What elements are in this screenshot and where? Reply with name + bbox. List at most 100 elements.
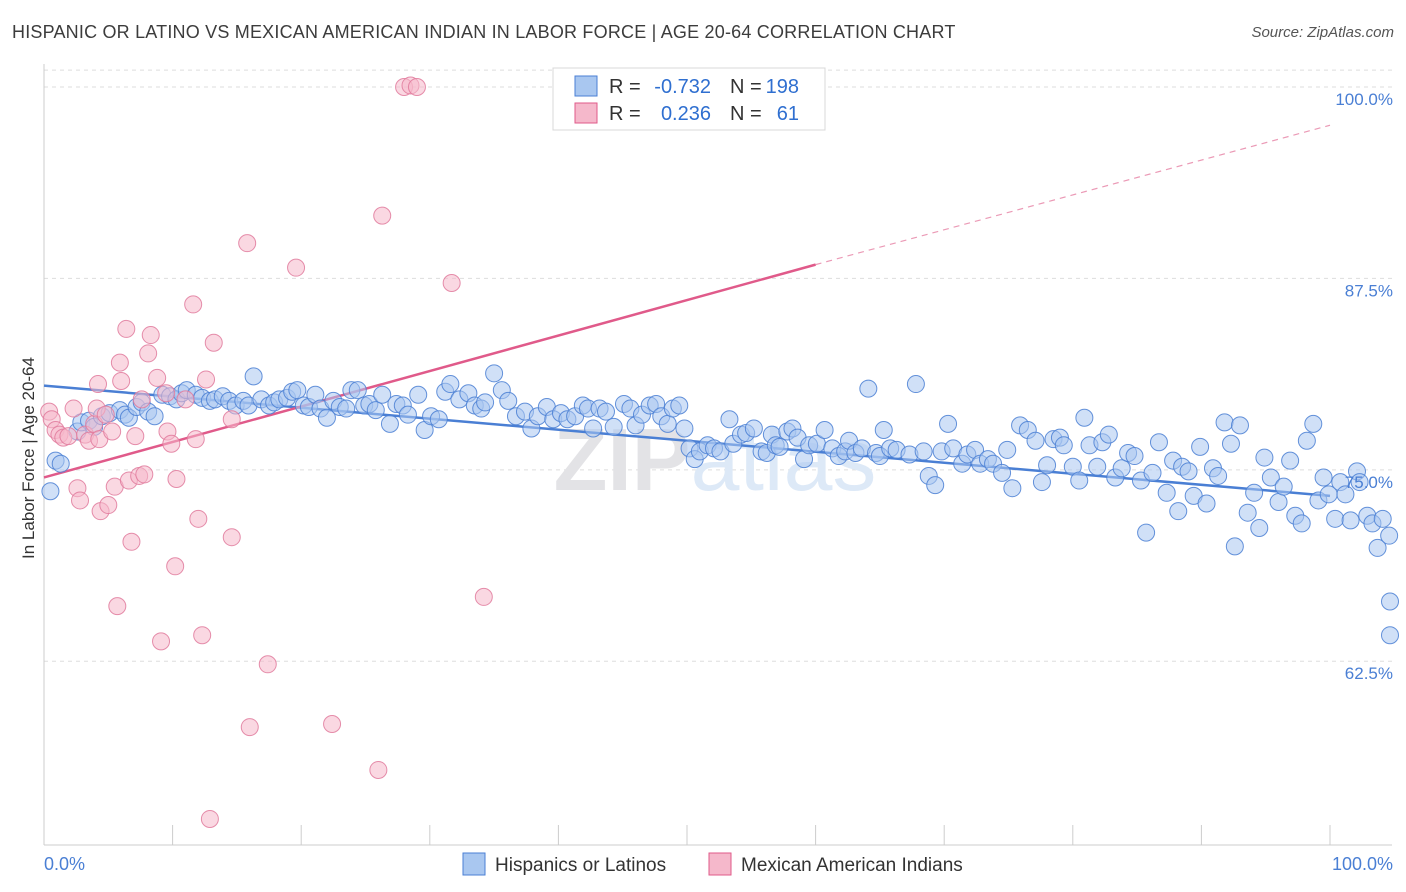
data-point-hispanic (1269, 492, 1288, 511)
grid-lines (44, 69, 1392, 662)
data-point-hispanic (499, 391, 518, 410)
data-point-hispanic (485, 364, 504, 383)
chart-title: HISPANIC OR LATINO VS MEXICAN AMERICAN I… (12, 22, 956, 42)
data-point-hispanic (1125, 447, 1144, 466)
data-point-hispanic (1368, 538, 1387, 557)
data-point-mexican-american-indian (189, 509, 208, 528)
data-point-hispanic (1274, 477, 1293, 496)
data-point-mexican-american-indian (407, 77, 426, 96)
data-point-hispanic (1169, 502, 1188, 521)
data-point-hispanic (926, 476, 945, 495)
data-point-hispanic (244, 367, 263, 386)
data-point-hispanic (1381, 626, 1399, 645)
data-point-mexican-american-indian (135, 465, 154, 484)
data-point-hispanic (1380, 526, 1399, 545)
data-point-hispanic (476, 393, 495, 412)
data-point-mexican-american-indian (166, 557, 185, 576)
data-point-mexican-american-indian (200, 809, 219, 828)
data-point-hispanic (380, 414, 399, 433)
data-point-hispanic (1088, 457, 1107, 476)
data-point-hispanic (1281, 451, 1300, 470)
data-point-hispanic (1209, 466, 1228, 485)
data-point-hispanic (1261, 468, 1280, 487)
data-point-hispanic (1137, 523, 1156, 542)
legend-n-label-1: N = (730, 76, 762, 98)
legend-swatch-blue (574, 75, 598, 97)
bottom-legend-swatch-blue (462, 852, 486, 876)
bottom-legend-label-2: Mexican American Indians (741, 855, 963, 876)
data-point-mexican-american-indian (132, 390, 151, 409)
data-point-mexican-american-indian (110, 353, 129, 372)
data-point-hispanic (366, 401, 385, 420)
data-point-hispanic (288, 381, 307, 400)
stats-legend: R = -0.732 N = 198 R = 0.236 N = 61 (552, 67, 826, 131)
data-point-hispanic (906, 375, 925, 394)
data-point-hispanic (348, 381, 367, 400)
data-point-mexican-american-indian (139, 344, 158, 363)
data-point-mexican-american-indian (442, 273, 461, 292)
data-point-hispanic (596, 402, 615, 421)
data-point-mexican-american-indian (71, 491, 90, 510)
data-point-mexican-american-indian (258, 655, 277, 674)
data-point-mexican-american-indian (157, 384, 176, 403)
data-point-mexican-american-indian (96, 405, 115, 424)
data-points (40, 76, 1399, 828)
data-point-mexican-american-indian (193, 626, 212, 645)
data-point-mexican-american-indian (369, 760, 388, 779)
data-point-hispanic (337, 399, 356, 418)
data-point-hispanic (584, 419, 603, 438)
data-point-hispanic (1026, 431, 1045, 450)
data-point-hispanic (1149, 433, 1168, 452)
data-point-mexican-american-indian (186, 430, 205, 449)
data-point-hispanic (1230, 416, 1249, 435)
data-point-mexican-american-indian (112, 371, 131, 390)
data-point-mexican-american-indian (204, 333, 223, 352)
data-point-hispanic (1003, 479, 1022, 498)
data-point-hispanic (1038, 456, 1057, 475)
data-point-mexican-american-indian (126, 427, 145, 446)
data-point-hispanic (51, 454, 70, 473)
data-point-hispanic (1191, 437, 1210, 456)
data-point-hispanic (1314, 468, 1333, 487)
data-point-mexican-american-indian (238, 234, 257, 253)
data-point-hispanic (1336, 485, 1355, 504)
data-point-hispanic (1070, 471, 1089, 490)
data-point-hispanic (317, 408, 336, 427)
tick-labels: 62.5% 75.0% 87.5% 100.0% 0.0% 100.0% (44, 90, 1393, 874)
data-point-hispanic (1373, 509, 1392, 528)
data-point-hispanic (1215, 413, 1234, 432)
data-point-mexican-american-indian (184, 295, 203, 314)
data-point-mexican-american-indian (176, 390, 195, 409)
data-point-hispanic (409, 385, 428, 404)
data-point-hispanic (1143, 463, 1162, 482)
data-point-hispanic (441, 375, 460, 394)
data-point-hispanic (1250, 519, 1269, 538)
data-point-mexican-american-indian (197, 370, 216, 389)
data-point-mexican-american-indian (117, 319, 136, 338)
data-point-hispanic (1032, 473, 1051, 492)
x-tick-label: 0.0% (44, 854, 85, 874)
bottom-legend-swatch-pink (708, 852, 732, 876)
data-point-hispanic (1197, 494, 1216, 513)
data-point-mexican-american-indian (148, 368, 167, 387)
data-point-hispanic (859, 379, 878, 398)
data-point-hispanic (1075, 408, 1094, 427)
data-point-hispanic (1157, 483, 1176, 502)
data-point-hispanic (770, 437, 789, 456)
y-tick-label: 62.5% (1345, 664, 1393, 683)
legend-n-value-1: 198 (766, 76, 799, 98)
axes (43, 64, 1392, 846)
data-point-hispanic (1292, 514, 1311, 533)
data-point-hispanic (1326, 509, 1345, 528)
x-tick-label: 100.0% (1332, 854, 1393, 874)
data-point-hispanic (998, 440, 1017, 459)
legend-r-value-2: 0.236 (661, 103, 711, 125)
data-point-mexican-american-indian (222, 410, 241, 429)
data-point-hispanic (720, 410, 739, 429)
data-point-hispanic (1350, 473, 1369, 492)
data-point-hispanic (1304, 414, 1323, 433)
data-point-mexican-american-indian (222, 528, 241, 547)
legend-n-value-2: 61 (777, 103, 799, 125)
data-point-hispanic (145, 407, 164, 426)
legend-swatch-pink (574, 102, 598, 124)
